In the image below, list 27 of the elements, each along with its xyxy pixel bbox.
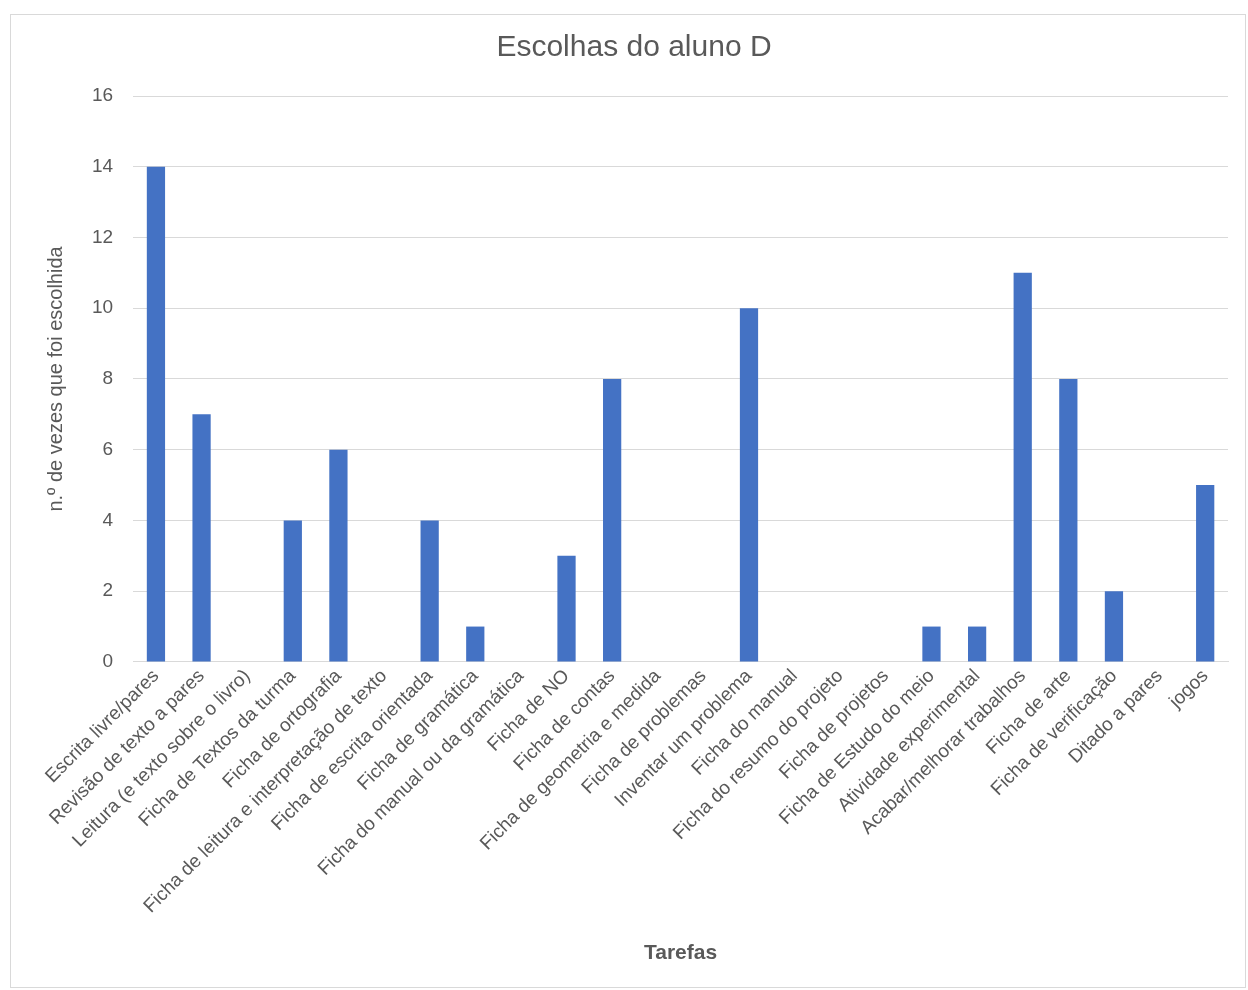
y-tick-label: 12 xyxy=(91,225,114,247)
y-tick-label: 16 xyxy=(91,84,114,106)
bar xyxy=(192,414,211,662)
bar xyxy=(603,378,622,662)
bar xyxy=(967,626,987,662)
y-tick-label: 6 xyxy=(102,437,114,459)
bar xyxy=(1013,272,1032,662)
y-tick-label: 2 xyxy=(102,579,114,601)
y-tick-label: 8 xyxy=(102,367,114,389)
bar xyxy=(1104,591,1124,662)
bar xyxy=(922,626,941,662)
y-tick-label: 4 xyxy=(102,508,114,530)
bar xyxy=(146,166,166,662)
chart-title: Escolhas do aluno D xyxy=(496,29,772,63)
bar xyxy=(557,555,576,662)
x-axis-title: Tarefas xyxy=(643,940,718,964)
bar xyxy=(1059,378,1078,662)
y-tick-label: 0 xyxy=(102,650,114,672)
y-tick-label: 10 xyxy=(91,296,114,318)
y-tick-label: 14 xyxy=(91,154,114,176)
bar xyxy=(466,626,485,662)
bar xyxy=(1196,485,1215,662)
y-axis-title: n.º de vezes que foi escolhida xyxy=(43,245,66,512)
bar xyxy=(283,520,302,662)
bar xyxy=(420,520,439,662)
bar xyxy=(739,308,759,662)
bar xyxy=(329,449,348,662)
